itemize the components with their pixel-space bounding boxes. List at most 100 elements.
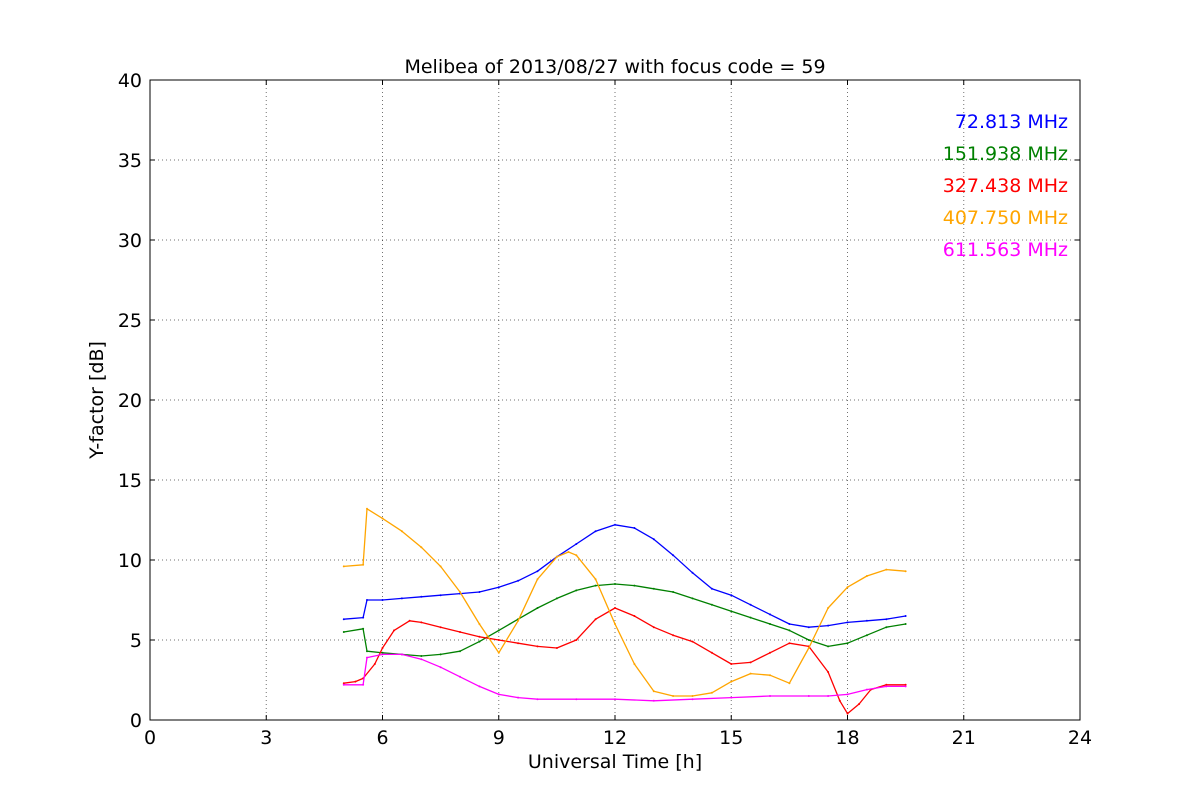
data-point bbox=[555, 555, 558, 558]
data-point bbox=[614, 523, 616, 526]
data-point bbox=[807, 639, 810, 641]
y-axis-label: Y-factor [dB] bbox=[86, 341, 108, 460]
y-tick-label: 40 bbox=[118, 70, 142, 92]
data-point bbox=[904, 685, 907, 688]
x-tick-label: 12 bbox=[603, 727, 627, 749]
data-point bbox=[381, 599, 384, 601]
data-point bbox=[672, 634, 675, 637]
data-point bbox=[691, 695, 694, 697]
x-tick-label: 9 bbox=[493, 727, 505, 749]
data-point bbox=[536, 570, 539, 573]
data-point bbox=[827, 645, 830, 648]
data-point bbox=[439, 594, 442, 597]
data-point bbox=[497, 629, 500, 632]
data-point bbox=[408, 619, 411, 622]
legend-entry: 151.938 MHz bbox=[943, 143, 1068, 165]
data-point bbox=[342, 631, 345, 633]
data-point bbox=[730, 594, 733, 597]
data-point bbox=[710, 603, 713, 606]
data-point bbox=[885, 685, 888, 688]
data-point bbox=[652, 699, 655, 702]
y-tick-label: 15 bbox=[118, 470, 142, 492]
data-point bbox=[342, 682, 345, 685]
data-point bbox=[459, 591, 461, 593]
data-point bbox=[439, 626, 442, 629]
data-point bbox=[865, 688, 868, 691]
data-point bbox=[788, 642, 791, 645]
data-point bbox=[691, 640, 694, 643]
data-point bbox=[575, 554, 578, 557]
data-point bbox=[885, 626, 888, 629]
data-point bbox=[730, 696, 733, 699]
data-point bbox=[672, 554, 675, 557]
data-point bbox=[749, 616, 752, 619]
data-point bbox=[904, 683, 907, 686]
data-point bbox=[594, 530, 597, 533]
data-point bbox=[858, 703, 861, 705]
data-point bbox=[710, 651, 713, 654]
data-point bbox=[846, 693, 849, 696]
data-point bbox=[614, 698, 616, 701]
data-point bbox=[885, 618, 888, 621]
data-point bbox=[594, 578, 597, 581]
y-tick-label: 30 bbox=[118, 230, 142, 252]
data-point bbox=[381, 517, 384, 520]
x-tick-label: 3 bbox=[260, 727, 272, 749]
data-point bbox=[769, 623, 771, 625]
data-point bbox=[575, 639, 578, 641]
data-point bbox=[594, 584, 597, 587]
data-point bbox=[614, 607, 616, 609]
data-point bbox=[400, 597, 403, 600]
data-point bbox=[885, 683, 888, 686]
data-point bbox=[672, 591, 675, 593]
data-point bbox=[366, 650, 368, 653]
data-point bbox=[362, 627, 365, 630]
series-layer bbox=[342, 507, 907, 715]
data-point bbox=[633, 615, 636, 617]
data-point bbox=[342, 565, 345, 568]
data-point bbox=[904, 623, 907, 625]
data-point bbox=[827, 671, 830, 673]
data-point bbox=[381, 651, 384, 654]
data-point bbox=[420, 655, 423, 657]
data-point bbox=[517, 579, 520, 582]
data-point bbox=[459, 675, 461, 678]
data-point bbox=[420, 621, 423, 624]
x-tick-label: 15 bbox=[719, 727, 743, 749]
x-tick-label: 0 bbox=[144, 727, 156, 749]
data-point bbox=[788, 629, 791, 632]
data-point bbox=[672, 695, 675, 697]
data-point bbox=[691, 698, 694, 701]
data-point bbox=[459, 631, 461, 633]
data-point bbox=[652, 538, 655, 541]
data-point bbox=[807, 626, 810, 629]
legend-entry: 72.813 MHz bbox=[955, 111, 1068, 133]
data-point bbox=[730, 663, 733, 665]
data-point bbox=[788, 682, 791, 685]
legend-entry: 327.438 MHz bbox=[943, 175, 1068, 197]
data-point bbox=[342, 618, 345, 621]
data-point bbox=[633, 527, 636, 529]
data-point bbox=[536, 578, 539, 581]
data-point bbox=[807, 647, 810, 649]
data-point bbox=[497, 651, 500, 654]
data-point bbox=[846, 712, 849, 715]
data-point bbox=[614, 583, 616, 585]
grid bbox=[150, 80, 1080, 720]
data-point bbox=[575, 543, 578, 545]
data-point bbox=[904, 570, 907, 573]
legend: 72.813 MHz 151.938 MHz 327.438 MHz 407.750 … bbox=[943, 111, 1068, 261]
data-point bbox=[652, 690, 655, 693]
data-point bbox=[710, 691, 713, 694]
ticks: 0 3 6 9 12 15 18 21 24 0 5 10 15 20 25 30 35 40 bbox=[118, 70, 1092, 749]
data-point bbox=[749, 603, 752, 606]
data-point bbox=[400, 653, 403, 656]
data-point bbox=[381, 653, 384, 656]
y-tick-label: 5 bbox=[130, 630, 142, 652]
y-tick-label: 20 bbox=[118, 390, 142, 412]
data-point bbox=[366, 656, 368, 659]
data-point bbox=[827, 624, 830, 627]
data-point bbox=[439, 565, 442, 568]
series-line-2 bbox=[343, 607, 906, 715]
